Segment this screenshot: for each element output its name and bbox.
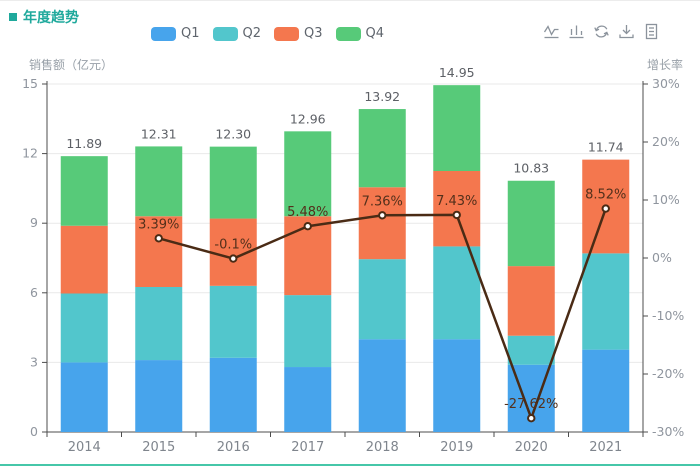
- bar-segment-q1: [284, 367, 332, 432]
- growth-label: -27.62%: [504, 397, 558, 412]
- bar-segment-q1: [582, 349, 630, 432]
- bar-segment-q1: [358, 339, 406, 432]
- title-bullet-icon: [9, 13, 17, 21]
- growth-label: -0.1%: [214, 238, 252, 253]
- x-tick-label: 2017: [291, 440, 324, 455]
- save-as-image-icon[interactable]: [618, 23, 635, 40]
- legend-swatch-icon: [274, 26, 300, 41]
- y-tick-label-left: 9: [30, 215, 38, 230]
- legend-item-q4[interactable]: Q4: [335, 26, 385, 41]
- y-tick-label-right: -30%: [652, 424, 684, 439]
- legend-item-q2[interactable]: Q2: [212, 26, 262, 41]
- switch-to-bar-chart-icon[interactable]: [568, 23, 585, 40]
- bar-segment-q4: [507, 180, 555, 267]
- data-view-icon[interactable]: [643, 23, 660, 40]
- bar-segment-q4: [358, 109, 406, 188]
- bar-segment-q3: [135, 216, 183, 287]
- legend-item-q3[interactable]: Q3: [274, 26, 323, 41]
- growth-point: [601, 204, 610, 213]
- growth-point: [154, 234, 163, 243]
- right-axis-title: 增长率: [646, 58, 683, 72]
- legend-swatch-icon: [212, 26, 238, 41]
- bar-segment-q4: [284, 131, 332, 217]
- bar-segment-q3: [358, 187, 406, 260]
- legend: Q1 Q2 Q3 Q4: [151, 26, 384, 41]
- growth-point: [378, 211, 387, 220]
- growth-label: 3.39%: [138, 217, 179, 232]
- bar-total-label: 13.92: [364, 89, 400, 104]
- bar-segment-q2: [60, 293, 108, 363]
- growth-label: 5.48%: [287, 205, 328, 220]
- bottom-accent-line: [0, 464, 700, 466]
- bar-total-label: 11.89: [66, 136, 102, 151]
- bar-segment-q4: [60, 156, 108, 226]
- x-tick-label: 2021: [589, 440, 622, 455]
- bar-segment-q1: [209, 357, 257, 432]
- bar-segment-q2: [358, 259, 406, 340]
- bar-segment-q3: [60, 225, 108, 294]
- x-tick-label: 2020: [515, 440, 548, 455]
- bar-segment-q1: [433, 339, 481, 432]
- bar-segment-q2: [507, 335, 555, 365]
- y-tick-label-left: 12: [22, 146, 38, 161]
- chart-title-text: 年度趋势: [23, 10, 79, 26]
- y-tick-label-left: 15: [22, 76, 38, 91]
- legend-label: Q3: [304, 26, 323, 41]
- y-tick-label-left: 6: [30, 285, 38, 300]
- bar-segment-q3: [507, 266, 555, 336]
- bar-total-label: 12.30: [215, 127, 251, 142]
- y-tick-label-right: 30%: [652, 76, 680, 91]
- bar-segment-q2: [433, 246, 481, 340]
- y-tick-label-right: 20%: [652, 134, 680, 149]
- bar-segment-q1: [60, 362, 108, 432]
- bar-total-label: 12.96: [290, 111, 326, 126]
- y-tick-label-left: 0: [30, 424, 38, 439]
- growth-label: 7.43%: [436, 194, 477, 209]
- left-axis-title: 销售额（亿元）: [29, 58, 114, 72]
- x-tick-label: 2016: [217, 440, 250, 455]
- bar-segment-q2: [582, 253, 630, 350]
- x-tick-label: 2014: [68, 440, 101, 455]
- x-tick-label: 2019: [440, 440, 473, 455]
- legend-swatch-icon: [151, 26, 176, 41]
- growth-label: 8.52%: [585, 188, 626, 203]
- bar-segment-q2: [135, 287, 183, 361]
- bar-segment-q3: [433, 171, 481, 247]
- growth-point: [303, 222, 312, 231]
- bar-segment-q4: [209, 146, 257, 219]
- y-tick-label-right: 0%: [652, 250, 672, 265]
- legend-label: Q2: [242, 26, 262, 41]
- bar-segment-q2: [209, 285, 257, 358]
- x-tick-label: 2018: [366, 440, 399, 455]
- bar-segment-q4: [135, 146, 183, 217]
- growth-point: [527, 413, 536, 423]
- growth-label: 7.36%: [362, 194, 403, 209]
- bar-total-label: 11.74: [588, 140, 624, 155]
- restore-icon[interactable]: [593, 23, 610, 40]
- bar-segment-q4: [433, 85, 481, 171]
- bar-total-label: 12.31: [141, 126, 177, 141]
- legend-item-q1[interactable]: Q1: [151, 26, 200, 41]
- legend-swatch-icon: [335, 26, 361, 41]
- page-title: 年度趋势: [9, 7, 79, 27]
- y-tick-label-right: -10%: [652, 308, 684, 323]
- bar-segment-q1: [135, 360, 183, 432]
- growth-point: [229, 254, 238, 263]
- legend-label: Q1: [181, 26, 200, 41]
- growth-point: [452, 210, 461, 220]
- y-tick-label-left: 3: [30, 354, 38, 369]
- bar-segment-q2: [284, 295, 332, 368]
- y-tick-label-right: 10%: [652, 192, 680, 207]
- toolbox: [543, 23, 660, 40]
- switch-to-line-chart-icon[interactable]: [543, 23, 560, 40]
- y-tick-label-right: -20%: [652, 366, 684, 381]
- legend-label: Q4: [365, 26, 385, 41]
- bar-total-label: 14.95: [439, 65, 475, 80]
- bar-total-label: 10.83: [513, 161, 549, 176]
- x-tick-label: 2015: [142, 440, 175, 455]
